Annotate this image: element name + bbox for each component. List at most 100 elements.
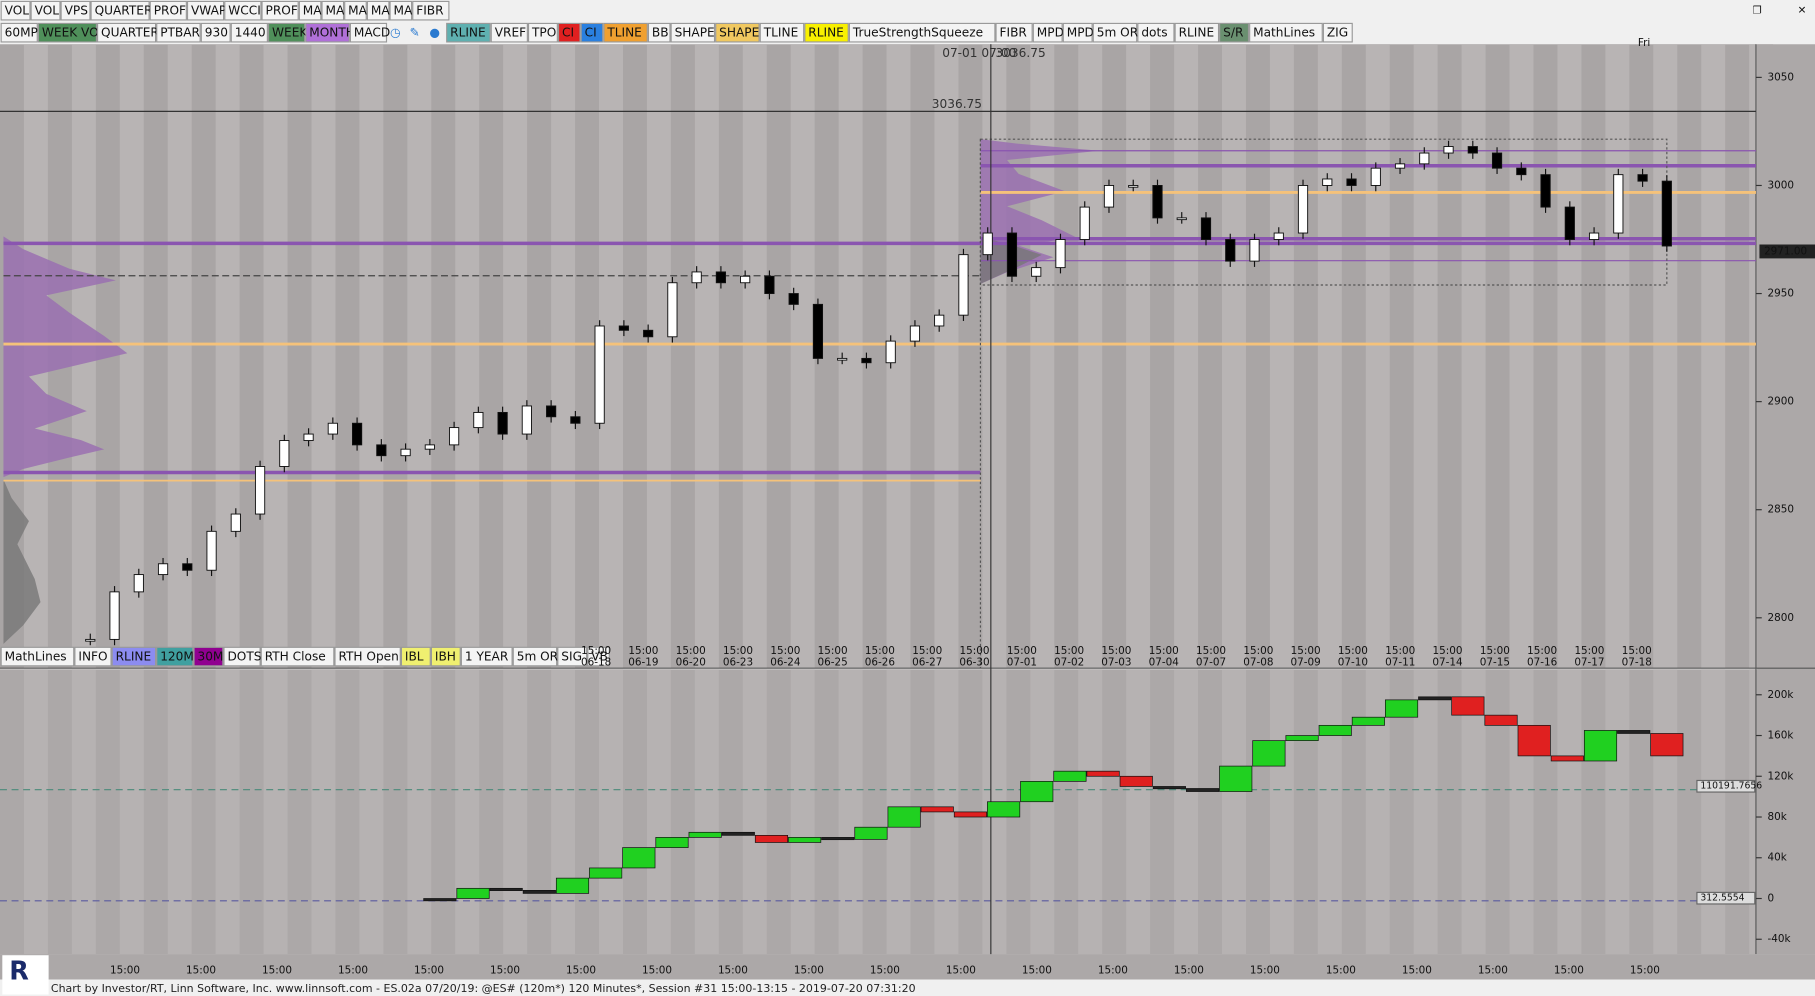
toolbar-label[interactable]: VPS [65,4,89,18]
toolbar-label[interactable]: MACD [354,26,390,40]
toolbar-label[interactable]: CI [585,26,597,40]
toolbar-button[interactable] [557,646,588,667]
toolbar-label[interactable]: VB [591,650,608,664]
toolbar-label[interactable]: S/R [1223,26,1244,40]
toolbar-button[interactable] [430,646,461,667]
toolbar-button[interactable] [97,22,157,43]
toolbar-button[interactable] [0,646,75,667]
toolbar-label[interactable]: TLINE [606,26,642,40]
toolbar-label[interactable]: MA [348,4,367,18]
toolbar-label[interactable]: MA [303,4,322,18]
toolbar-label[interactable]: RLINE [116,650,152,664]
toolbar-button[interactable] [60,0,91,21]
toolbar-button[interactable] [603,22,648,43]
toolbar-icon[interactable]: ✎ [410,26,420,40]
toolbar-button[interactable] [305,22,350,43]
toolbar-button[interactable] [156,646,194,667]
toolbar-button[interactable] [0,22,38,43]
toolbar-label[interactable]: TPO [531,26,556,40]
toolbar-button[interactable] [557,22,581,43]
toolbar-label[interactable]: WEEK [272,26,308,40]
toolbar-label[interactable]: QUARTER [95,4,153,18]
toolbar-button[interactable] [1322,22,1353,43]
toolbar-button[interactable] [186,0,225,21]
toolbar-label[interactable]: DOTS [227,650,261,664]
restore-btn[interactable]: ❐ [1752,5,1761,17]
toolbar-button[interactable] [412,0,450,21]
toolbar-button[interactable] [298,0,322,21]
toolbar-button[interactable] [1137,22,1175,43]
toolbar-label[interactable]: PROF [266,4,298,18]
toolbar-button[interactable] [995,22,1033,43]
toolbar-button[interactable] [0,0,31,21]
toolbar-button[interactable] [580,22,604,43]
toolbar-button[interactable] [460,646,513,667]
toolbar-label[interactable]: PTBAR [160,26,200,40]
toolbar-button[interactable] [334,646,401,667]
toolbar-label[interactable]: TLINE [763,26,799,40]
toolbar-label[interactable]: RLINE [450,26,486,40]
toolbar-button[interactable] [1174,22,1220,43]
toolbar-button[interactable] [1219,22,1250,43]
toolbar-label[interactable]: VOL [5,4,30,18]
toolbar-icon[interactable]: ● [429,26,440,40]
toolbar-label[interactable]: MPD [1067,26,1094,40]
toolbar-button[interactable] [512,646,558,667]
toolbar-label[interactable]: 930 [205,26,228,40]
toolbar-label[interactable]: ZIG [1327,26,1348,40]
toolbar-button[interactable] [344,0,367,21]
toolbar-button[interactable] [400,646,431,667]
toolbar-label[interactable]: FIBR [416,4,444,18]
toolbar-label[interactable]: VREF [495,26,526,40]
toolbar-label[interactable]: TrueStrengthSqueeze [852,26,983,40]
toolbar-label[interactable]: PROF [154,4,186,18]
toolbar-label[interactable]: dots [1141,26,1167,40]
toolbar-label[interactable]: WCCI [228,4,261,18]
toolbar-label[interactable]: FIBR [1000,26,1028,40]
toolbar-label[interactable]: MA [394,4,413,18]
toolbar-label[interactable]: 5m OR [517,650,559,664]
toolbar-label[interactable]: MathLines [5,650,67,664]
toolbar-label[interactable]: RLINE [808,26,844,40]
toolbar-button[interactable] [267,22,306,43]
toolbar-label[interactable]: MA [325,4,344,18]
toolbar-button[interactable] [670,22,716,43]
toolbar-button[interactable] [349,22,388,43]
toolbar-button[interactable] [321,0,345,21]
toolbar-button[interactable] [111,646,157,667]
toolbar-button[interactable] [223,646,261,667]
toolbar-label[interactable]: SHAPE [675,26,715,40]
toolbar-button[interactable] [587,646,610,667]
toolbar-button[interactable] [224,0,262,21]
toolbar-label[interactable]: RLINE [1179,26,1215,40]
toolbar-icon[interactable]: ◷ [390,26,401,40]
toolbar-button[interactable] [1062,22,1093,43]
toolbar-label[interactable]: QUARTER [101,26,159,40]
toolbar-button[interactable] [366,0,390,21]
toolbar-label[interactable]: 30M [197,650,223,664]
toolbar-label[interactable]: MA [371,4,390,18]
toolbar-label[interactable]: INFO [78,650,107,664]
toolbar-label[interactable]: RTH Close [265,650,326,664]
toolbar-button[interactable] [90,0,150,21]
close-btn[interactable]: ✕ [1798,5,1807,17]
toolbar-button[interactable] [490,22,528,43]
toolbar-label[interactable]: 1440 [235,26,266,40]
toolbar-button[interactable] [759,22,805,43]
toolbar-button[interactable] [261,0,299,21]
toolbar-button[interactable] [1032,22,1063,43]
toolbar-label[interactable]: 120M [160,650,194,664]
toolbar-label[interactable]: 1 YEAR [465,650,509,664]
toolbar-button[interactable] [715,22,760,43]
toolbar-label[interactable]: 5m OR [1097,26,1139,40]
toolbar-label[interactable]: VWAP [191,4,226,18]
toolbar-label[interactable]: SHAPE [719,26,759,40]
toolbar-button[interactable] [30,0,61,21]
toolbar-label[interactable]: 60MP [5,26,38,40]
toolbar-label[interactable]: BB [652,26,669,40]
toolbar-button[interactable] [149,0,187,21]
toolbar-button[interactable] [74,646,112,667]
toolbar-label[interactable]: VOL [35,4,60,18]
toolbar-button[interactable] [804,22,849,43]
toolbar-label[interactable]: MathLines [1253,26,1315,40]
